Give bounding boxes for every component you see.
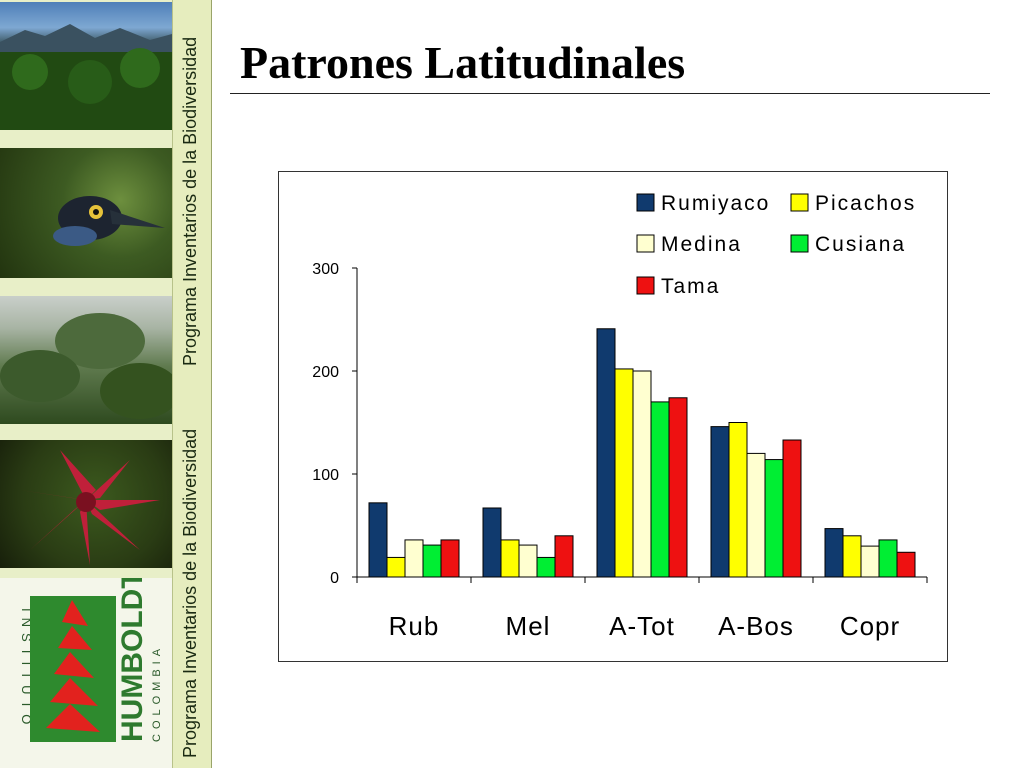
bar-medina-rub: [404, 539, 424, 578]
legend-swatch-cusiana: [790, 234, 809, 253]
slide-title: Patrones Latitudinales: [240, 37, 686, 88]
bar-medina-a-tot: [632, 370, 652, 578]
y-tick-label: 100: [312, 467, 339, 484]
logo-country-text: COLOMBIA: [151, 644, 163, 742]
legend-swatch-tama: [636, 276, 655, 295]
bar-chart: 300 200 100 0 Rub Mel A-Tot A-Bos Copr Rumiyaco…: [312, 192, 928, 641]
side-program-text-top: Programa Inventarios de la Biodiversidad: [180, 36, 200, 366]
x-category-label: Rub: [389, 611, 440, 641]
legend-swatch-medina: [636, 234, 655, 253]
y-tick-label: 0: [330, 570, 339, 587]
legend-swatch-picachos: [790, 193, 809, 212]
legend-label-rumiyaco: Rumiyaco: [661, 192, 770, 215]
logo-brand-text: HUMBOLDT: [116, 578, 149, 742]
bar-picachos-a-tot: [614, 368, 634, 578]
bar-rumiyaco-a-tot: [596, 328, 616, 578]
bar-picachos-rub: [386, 556, 406, 578]
bar-cusiana-copr: [878, 539, 898, 578]
bar-medina-mel: [518, 544, 538, 578]
y-tick-label: 300: [312, 261, 339, 278]
bar-picachos-mel: [500, 539, 520, 578]
legend-label-cusiana: Cusiana: [815, 233, 906, 256]
bar-picachos-a-bos: [728, 422, 748, 578]
bromeliad-flower-photo: [0, 440, 172, 568]
bird-icon: [53, 196, 165, 246]
x-category-label: Copr: [840, 611, 900, 641]
bar-tama-mel: [554, 535, 574, 578]
title-underline: [230, 93, 990, 94]
bar-medina-a-bos: [746, 452, 766, 578]
legend-label-tama: Tama: [661, 275, 720, 298]
flower-icon: [20, 450, 160, 565]
bar-picachos-copr: [842, 535, 862, 578]
mountain-landscape-photo: [0, 2, 172, 130]
tree-icon: [0, 313, 172, 419]
toucan-bird-photo: [0, 148, 172, 278]
bar-tama-copr: [896, 551, 916, 578]
x-category-label: Mel: [506, 611, 551, 641]
legend-label-picachos: Picachos: [815, 192, 916, 215]
bar-tama-rub: [440, 539, 460, 578]
cloud-forest-photo: [0, 296, 172, 424]
bar-tama-a-tot: [668, 397, 688, 578]
bar-rumiyaco-mel: [482, 507, 502, 578]
legend-swatch-rumiyaco: [636, 193, 655, 212]
x-category-label: A-Bos: [718, 611, 794, 641]
bar-cusiana-mel: [536, 556, 556, 578]
bar-cusiana-a-bos: [764, 459, 784, 578]
bar-rumiyaco-a-bos: [710, 426, 730, 578]
chart-frame: 300 200 100 0 Rub Mel A-Tot A-Bos Copr Rumiyaco…: [278, 171, 948, 662]
bar-rumiyaco-copr: [824, 528, 844, 578]
mountain-icon: [0, 24, 172, 130]
vertical-program-band: [172, 0, 212, 768]
legend-label-medina: Medina: [661, 233, 742, 256]
bar-rumiyaco-rub: [368, 502, 388, 578]
humboldt-logo: INSTITUTO HUMBOLDT COLOMBIA: [0, 570, 172, 768]
bar-cusiana-rub: [422, 544, 442, 578]
bar-medina-copr: [860, 545, 880, 578]
y-tick-label: 200: [312, 364, 339, 381]
bar-tama-a-bos: [782, 439, 802, 578]
side-program-text-bottom: Programa Inventarios de la Biodiversidad: [180, 428, 200, 758]
heliconia-icon: [46, 600, 100, 732]
bar-cusiana-a-tot: [650, 401, 670, 578]
x-category-label: A-Tot: [609, 611, 675, 641]
